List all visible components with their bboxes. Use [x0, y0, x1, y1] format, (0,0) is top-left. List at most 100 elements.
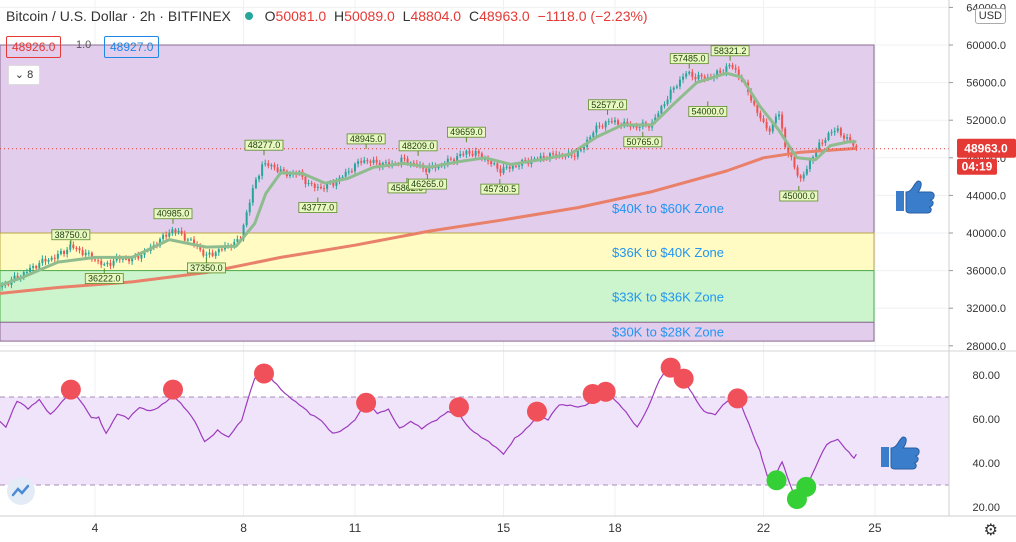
- candle-body: [511, 165, 514, 169]
- oversold-marker: [766, 470, 787, 491]
- candle-body: [852, 142, 855, 146]
- price-tick-label: 52000.0: [966, 115, 1006, 127]
- candle-body: [406, 158, 409, 165]
- interval[interactable]: 2h: [139, 8, 156, 24]
- candle-body: [75, 247, 78, 249]
- candle-body: [363, 160, 366, 163]
- candle-body: [248, 202, 251, 213]
- candle-body: [771, 122, 774, 132]
- candle-body: [7, 283, 10, 285]
- candle-body: [50, 257, 53, 260]
- zone-label: $30K to $28K Zone: [612, 325, 724, 340]
- candle-body: [496, 163, 499, 169]
- ohlc-low: L48804.0: [402, 8, 462, 24]
- price-extreme-label: 58321.2: [714, 46, 747, 56]
- time-tick-label: 18: [608, 521, 622, 535]
- candle-body: [518, 165, 521, 167]
- candle-body: [183, 233, 186, 241]
- candle-body: [617, 120, 620, 125]
- candle-body: [276, 167, 279, 173]
- candle-body: [781, 114, 784, 129]
- candle-body: [186, 239, 189, 241]
- label-box: [84, 273, 124, 284]
- candle-body: [279, 169, 282, 173]
- candle-body: [193, 239, 196, 245]
- candle-body: [666, 99, 669, 105]
- label-box: [480, 183, 520, 195]
- candle-body: [1, 285, 4, 288]
- candle-body: [685, 73, 688, 77]
- candle-body: [261, 164, 264, 176]
- candle-body: [44, 258, 47, 262]
- overbought-marker: [526, 401, 547, 422]
- candle-body: [830, 132, 833, 134]
- price-plot: [0, 62, 949, 295]
- zone-rect: [0, 232, 875, 272]
- candle-body: [78, 248, 81, 251]
- candle-body: [508, 166, 511, 169]
- candle-body: [369, 161, 372, 163]
- candle-body: [270, 164, 273, 167]
- candle-body: [199, 245, 202, 250]
- rsi-tick-label: 80.00: [972, 370, 1000, 382]
- overbought-marker: [595, 381, 616, 402]
- candle-body: [663, 104, 666, 107]
- overbought-marker: [356, 392, 377, 413]
- currency-button[interactable]: USD: [974, 8, 1006, 24]
- candle-body: [756, 104, 759, 113]
- indicators-toggle[interactable]: ⌄ 8: [8, 65, 40, 85]
- candle-body: [124, 258, 127, 260]
- candle-body: [716, 70, 719, 77]
- label-box: [187, 262, 226, 274]
- candle-body: [90, 252, 93, 260]
- candle-body: [357, 161, 360, 164]
- candle-body: [307, 183, 310, 185]
- tradingview-logo-icon[interactable]: [7, 477, 35, 505]
- candle-body: [505, 166, 508, 168]
- candle-body: [81, 250, 84, 256]
- candle-body: [100, 260, 103, 265]
- candle-body: [72, 244, 75, 248]
- candle-body: [818, 142, 821, 150]
- candle-body: [366, 160, 369, 162]
- last-price-tag: [957, 138, 1016, 158]
- price-tick-label: 44000.0: [966, 190, 1006, 202]
- zone-rect: [0, 44, 875, 234]
- gear-icon[interactable]: ⚙: [983, 522, 998, 539]
- sell-button[interactable]: 48926.0: [6, 36, 62, 58]
- candle-body: [29, 267, 32, 272]
- price-tick-label: 56000.0: [966, 78, 1006, 90]
- candle-body: [304, 176, 307, 185]
- candle-body: [465, 150, 468, 155]
- candle-body: [344, 171, 347, 177]
- candle-body: [802, 174, 805, 179]
- price-extreme-label: 57485.0: [673, 54, 706, 64]
- candle-body: [675, 86, 678, 88]
- candle-body: [41, 258, 44, 264]
- candle-body: [131, 257, 134, 262]
- candle-body: [254, 179, 257, 189]
- candle-body: [728, 64, 731, 67]
- buy-button[interactable]: 48927.0: [104, 36, 160, 58]
- candle-body: [372, 159, 375, 163]
- candle-body: [177, 230, 180, 233]
- candle-body: [576, 150, 579, 157]
- label-box: [669, 53, 709, 65]
- candle-body: [474, 150, 477, 156]
- last-price-value: 48963.0: [964, 142, 1008, 156]
- candle-body: [604, 121, 607, 128]
- price-extreme-label: 52577.0: [591, 100, 624, 110]
- candle-body: [805, 169, 808, 175]
- candle-body: [217, 249, 220, 253]
- candle-body: [121, 258, 124, 260]
- symbol-name[interactable]: Bitcoin / U.S. Dollar: [6, 8, 128, 24]
- candle-body: [251, 188, 254, 203]
- candle-body: [180, 230, 183, 234]
- candle-body: [703, 76, 706, 79]
- label-box: [408, 178, 447, 190]
- candle-body: [490, 161, 493, 165]
- candle-body: [774, 116, 777, 123]
- market-status-dot: [244, 12, 253, 20]
- candle-body: [672, 87, 675, 90]
